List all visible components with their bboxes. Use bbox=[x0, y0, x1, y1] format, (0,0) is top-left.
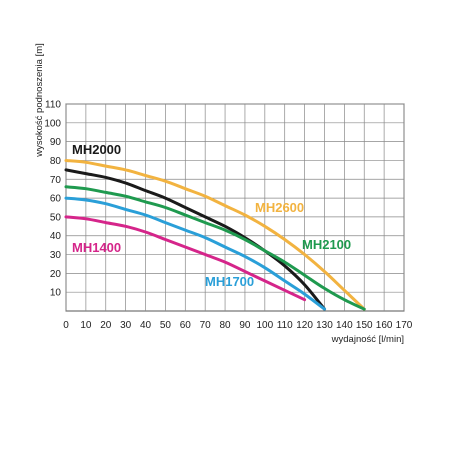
y-tick-label: 50 bbox=[50, 212, 62, 223]
series-label-mh1400: MH1400 bbox=[72, 240, 121, 255]
x-tick-label: 160 bbox=[376, 320, 393, 331]
series-labels: MH2000 MH2600 MH2100 MH1700 MH1400 bbox=[72, 142, 351, 289]
x-tick-label: 140 bbox=[336, 320, 353, 331]
y-tick-label: 110 bbox=[45, 100, 61, 111]
x-tick-label: 70 bbox=[200, 320, 212, 331]
series-label-mh1700: MH1700 bbox=[205, 274, 254, 289]
y-tick-label: 70 bbox=[50, 175, 62, 186]
series-label-mh2000: MH2000 bbox=[72, 142, 121, 157]
y-tick-label: 10 bbox=[50, 288, 62, 299]
series-line-mh2000 bbox=[64, 168, 326, 311]
series-lines bbox=[64, 159, 366, 311]
tick-labels: 0 10 20 30 40 50 60 70 80 90 100 110 120 130 140 150 160… bbox=[44, 100, 412, 332]
x-tick-label: 110 bbox=[277, 320, 293, 331]
y-tick-label: 20 bbox=[50, 269, 62, 280]
y-tick-label: 60 bbox=[50, 194, 62, 205]
series-line-mh2600 bbox=[64, 159, 366, 311]
y-tick-label: 100 bbox=[44, 118, 61, 129]
x-tick-label: 20 bbox=[100, 320, 112, 331]
y-axis-title: wysokość podnoszenia [m] bbox=[34, 43, 45, 158]
x-tick-label: 10 bbox=[80, 320, 92, 331]
x-tick-label: 50 bbox=[160, 320, 172, 331]
x-tick-label: 100 bbox=[256, 320, 273, 331]
x-tick-label: 80 bbox=[219, 320, 231, 331]
series-label-mh2100: MH2100 bbox=[302, 237, 351, 252]
x-tick-label: 30 bbox=[120, 320, 132, 331]
series-label-mh2600: MH2600 bbox=[255, 200, 304, 215]
series-line-mh1400 bbox=[64, 215, 307, 302]
y-tick-label: 90 bbox=[50, 137, 62, 148]
x-tick-label: 120 bbox=[296, 320, 313, 331]
x-tick-label: 90 bbox=[239, 320, 251, 331]
y-tick-label: 80 bbox=[50, 156, 62, 167]
x-axis-title: wydajność [l/min] bbox=[331, 334, 404, 345]
series-line-mh1700 bbox=[64, 196, 326, 311]
series-line-mh2100 bbox=[64, 185, 366, 311]
x-tick-label: 40 bbox=[140, 320, 152, 331]
x-tick-label: 130 bbox=[316, 320, 333, 331]
x-tick-label: 170 bbox=[396, 320, 413, 331]
x-tick-label: 150 bbox=[356, 320, 373, 331]
y-tick-label: 30 bbox=[50, 250, 62, 261]
y-tick-label: 40 bbox=[50, 231, 62, 242]
x-tick-label: 0 bbox=[63, 320, 69, 331]
x-tick-label: 60 bbox=[180, 320, 192, 331]
